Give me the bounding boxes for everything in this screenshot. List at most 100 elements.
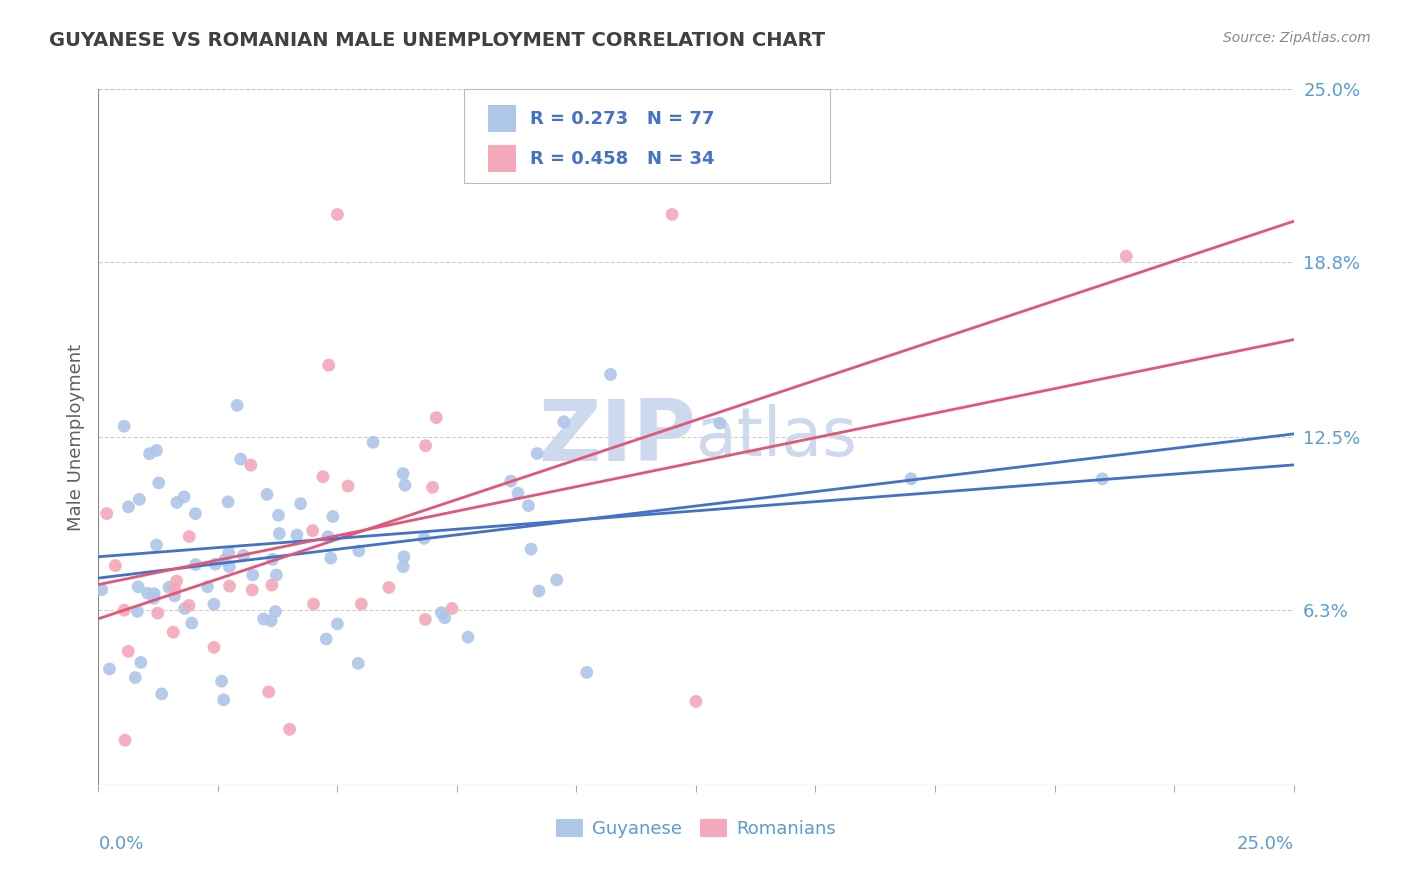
Point <box>214 553 236 567</box>
Point <box>98 662 121 676</box>
Point <box>661 207 683 221</box>
Point <box>150 687 173 701</box>
Point <box>517 499 540 513</box>
Point <box>315 632 337 646</box>
Point <box>184 558 207 572</box>
Point <box>179 530 201 544</box>
Point <box>112 603 135 617</box>
Point <box>316 530 339 544</box>
Point <box>1115 249 1137 263</box>
Point <box>285 528 308 542</box>
Point <box>212 693 235 707</box>
Point <box>260 578 283 592</box>
Point <box>145 443 167 458</box>
Point <box>302 597 325 611</box>
Point <box>239 458 262 472</box>
Point <box>211 674 233 689</box>
Point <box>347 657 370 671</box>
Point <box>96 507 118 521</box>
Point <box>162 625 184 640</box>
Point <box>163 582 186 597</box>
Point <box>232 549 254 563</box>
Point <box>440 601 463 615</box>
Point <box>415 612 437 626</box>
Point <box>217 495 239 509</box>
Point <box>301 524 323 538</box>
Point <box>499 474 522 488</box>
Text: R = 0.458   N = 34: R = 0.458 N = 34 <box>530 150 714 168</box>
Point <box>157 580 180 594</box>
Point <box>337 479 360 493</box>
Point <box>184 507 207 521</box>
Text: ZIP: ZIP <box>538 395 696 479</box>
Y-axis label: Male Unemployment: Male Unemployment <box>66 343 84 531</box>
Point <box>506 486 529 500</box>
Point <box>266 568 288 582</box>
Point <box>394 478 416 492</box>
Point <box>202 597 225 611</box>
Point <box>127 580 149 594</box>
Point <box>218 559 240 574</box>
Point <box>425 410 447 425</box>
Point <box>392 549 415 564</box>
Text: 25.0%: 25.0% <box>1236 835 1294 853</box>
Point <box>138 447 160 461</box>
Text: GUYANESE VS ROMANIAN MALE UNEMPLOYMENT CORRELATION CHART: GUYANESE VS ROMANIAN MALE UNEMPLOYMENT C… <box>49 31 825 50</box>
Point <box>900 472 922 486</box>
Point <box>685 694 707 708</box>
Point <box>197 580 219 594</box>
Point <box>146 606 169 620</box>
Point <box>260 614 283 628</box>
Point <box>229 452 252 467</box>
Point <box>290 497 312 511</box>
Point <box>422 480 444 494</box>
Point <box>218 579 240 593</box>
Point <box>520 542 543 557</box>
Point <box>202 640 225 655</box>
Point <box>430 606 453 620</box>
Point <box>326 616 349 631</box>
Point <box>117 500 139 514</box>
Point <box>163 589 186 603</box>
Point <box>166 495 188 509</box>
Point <box>1091 472 1114 486</box>
Point <box>709 416 731 430</box>
Point <box>318 358 340 372</box>
Point <box>392 467 415 481</box>
Point <box>269 526 291 541</box>
Point <box>546 573 568 587</box>
Point <box>278 723 301 737</box>
Point <box>415 439 437 453</box>
Point <box>148 475 170 490</box>
Point <box>145 538 167 552</box>
Point <box>350 597 373 611</box>
Point <box>262 552 284 566</box>
Point <box>312 469 335 483</box>
Point <box>90 582 112 597</box>
Point <box>226 398 249 412</box>
Point <box>264 605 287 619</box>
Point <box>142 591 165 606</box>
Text: R = 0.273   N = 77: R = 0.273 N = 77 <box>530 110 714 128</box>
Point <box>526 446 548 460</box>
Point <box>136 586 159 600</box>
Point <box>166 574 188 588</box>
Point <box>112 419 135 434</box>
Point <box>457 630 479 644</box>
Point <box>129 656 152 670</box>
Point <box>124 671 146 685</box>
Point <box>433 611 456 625</box>
Point <box>257 685 280 699</box>
Point <box>173 490 195 504</box>
Point <box>413 532 436 546</box>
Text: 0.0%: 0.0% <box>98 835 143 853</box>
Point <box>378 581 401 595</box>
Point <box>347 544 370 558</box>
Point <box>177 599 200 613</box>
Point <box>392 559 415 574</box>
Point <box>143 587 166 601</box>
Point <box>104 558 127 573</box>
Point <box>326 207 349 221</box>
Point <box>256 487 278 501</box>
Point <box>553 415 575 429</box>
